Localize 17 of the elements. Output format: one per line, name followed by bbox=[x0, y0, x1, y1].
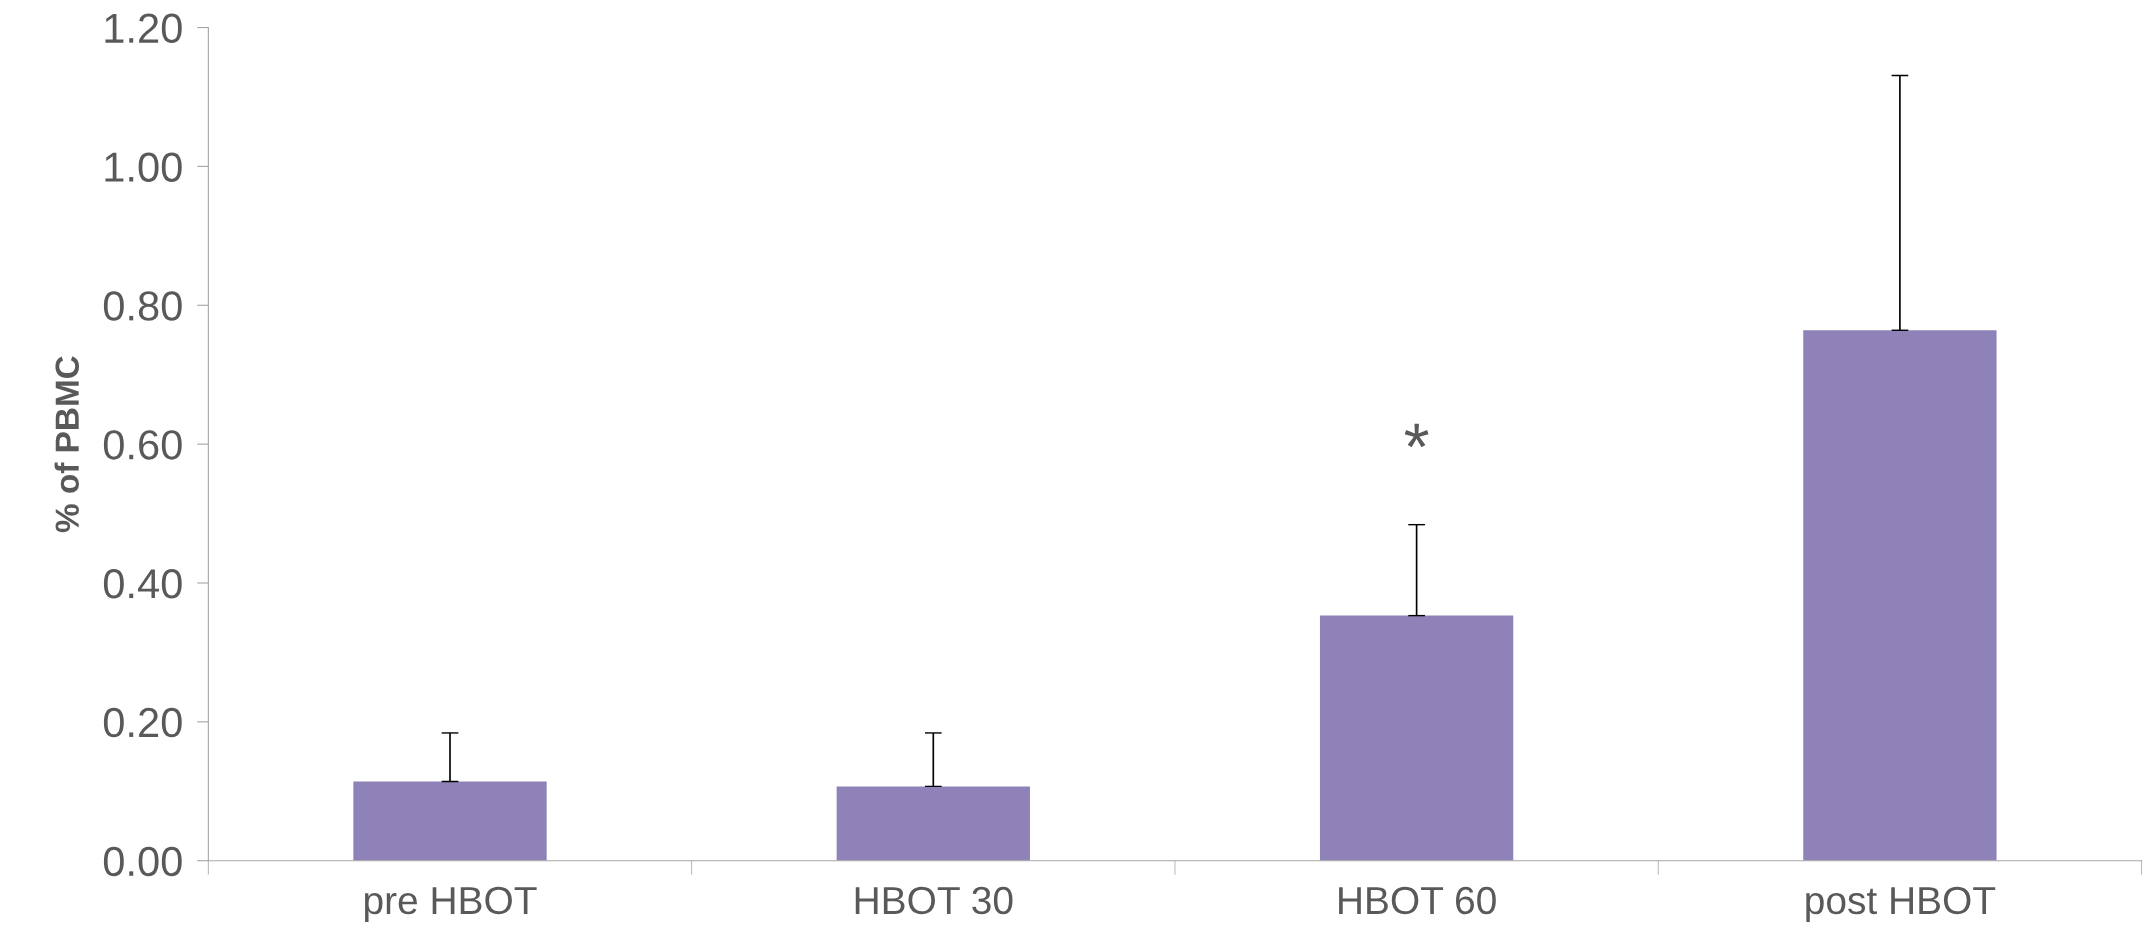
x-tick-label: HBOT 30 bbox=[855, 886, 1013, 915]
y-axis-title: % of PBMC bbox=[54, 356, 80, 533]
x-tick-label: pre HBOT bbox=[365, 886, 537, 922]
bar bbox=[353, 781, 547, 861]
y-tick-label: 0.80 bbox=[103, 291, 182, 321]
x-tick-label: HBOT 60 bbox=[1339, 886, 1496, 915]
y-tick-label: 1.00 bbox=[105, 152, 182, 182]
bar bbox=[1803, 330, 1997, 861]
y-tick-label: 0.20 bbox=[103, 707, 182, 738]
annotation: * bbox=[1404, 423, 1429, 448]
y-tick-label: 0.60 bbox=[103, 430, 182, 460]
y-tick-label: 0.40 bbox=[103, 568, 182, 599]
bar bbox=[836, 786, 1030, 861]
y-tick-label: 1.20 bbox=[105, 13, 182, 44]
bar bbox=[1319, 615, 1514, 861]
y-tick-label: 0.00 bbox=[103, 846, 182, 877]
x-tick-label: post HBOT bbox=[1806, 886, 1996, 922]
